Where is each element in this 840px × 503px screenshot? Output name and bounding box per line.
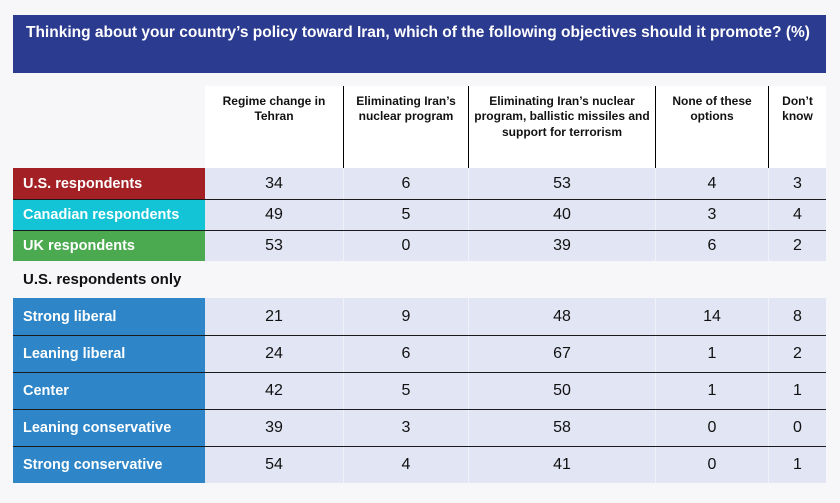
table-row: U.S. respondents 34 6 53 4 3 [13, 168, 826, 199]
value-cell: 3 [768, 168, 826, 199]
value-cell: 40 [468, 200, 655, 230]
row-label: Leaning conservative [13, 410, 205, 446]
value-cell: 4 [343, 447, 468, 483]
value-cell: 39 [468, 231, 655, 261]
row-label: U.S. respondents [13, 168, 205, 199]
value-cell: 0 [768, 410, 826, 446]
value-cell: 53 [205, 231, 343, 261]
table-row: Leaning conservative 39 3 58 0 0 [13, 409, 826, 446]
survey-table: Regime change in Tehran Eliminating Iran’… [13, 86, 826, 483]
value-cell: 2 [768, 336, 826, 372]
value-cell: 6 [655, 231, 768, 261]
value-cell: 58 [468, 410, 655, 446]
value-cell: 41 [468, 447, 655, 483]
value-cell: 9 [343, 298, 468, 335]
table-row: Center 42 5 50 1 1 [13, 372, 826, 409]
table-row: Strong liberal 21 9 48 14 8 [13, 298, 826, 335]
value-cell: 2 [768, 231, 826, 261]
table-row: Strong conservative 54 4 41 0 1 [13, 446, 826, 483]
value-cell: 5 [343, 373, 468, 409]
table-row: UK respondents 53 0 39 6 2 [13, 230, 826, 261]
value-cell: 0 [655, 410, 768, 446]
value-cell: 21 [205, 298, 343, 335]
row-label: UK respondents [13, 231, 205, 261]
table-body: U.S. respondents 34 6 53 4 3 Canadian responde… [13, 168, 826, 483]
value-cell: 49 [205, 200, 343, 230]
column-header-row: Regime change in Tehran Eliminating Iran’… [13, 86, 826, 168]
question-title-text: Thinking about your country’s policy tow… [26, 24, 810, 41]
header-spacer [13, 86, 205, 168]
value-cell: 0 [343, 231, 468, 261]
value-cell: 8 [768, 298, 826, 335]
value-cell: 6 [343, 168, 468, 199]
row-label: Leaning liberal [13, 336, 205, 372]
column-header: None of these options [655, 86, 768, 168]
row-label: Canadian respondents [13, 200, 205, 230]
value-cell: 4 [768, 200, 826, 230]
column-header: Don’t know [768, 86, 826, 168]
section-label: U.S. respondents only [23, 271, 182, 288]
column-header: Regime change in Tehran [205, 86, 343, 168]
value-cell: 0 [655, 447, 768, 483]
value-cell: 6 [343, 336, 468, 372]
value-cell: 3 [655, 200, 768, 230]
value-cell: 4 [655, 168, 768, 199]
value-cell: 1 [768, 447, 826, 483]
value-cell: 42 [205, 373, 343, 409]
table-row: Leaning liberal 24 6 67 1 2 [13, 335, 826, 372]
value-cell: 50 [468, 373, 655, 409]
table-row: Canadian respondents 49 5 40 3 4 [13, 199, 826, 230]
value-cell: 24 [205, 336, 343, 372]
column-header: Eliminating Iran’s nuclear program, ball… [468, 86, 655, 168]
value-cell: 1 [655, 373, 768, 409]
value-cell: 34 [205, 168, 343, 199]
value-cell: 3 [343, 410, 468, 446]
value-cell: 53 [468, 168, 655, 199]
value-cell: 14 [655, 298, 768, 335]
row-label: Strong conservative [13, 447, 205, 483]
section-row: U.S. respondents only [13, 261, 826, 298]
question-title-bar: Thinking about your country’s policy tow… [13, 15, 826, 73]
row-label: Center [13, 373, 205, 409]
value-cell: 5 [343, 200, 468, 230]
value-cell: 54 [205, 447, 343, 483]
column-header: Eliminating Iran’s nuclear program [343, 86, 468, 168]
value-cell: 39 [205, 410, 343, 446]
value-cell: 48 [468, 298, 655, 335]
row-label: Strong liberal [13, 298, 205, 335]
value-cell: 67 [468, 336, 655, 372]
value-cell: 1 [655, 336, 768, 372]
value-cell: 1 [768, 373, 826, 409]
